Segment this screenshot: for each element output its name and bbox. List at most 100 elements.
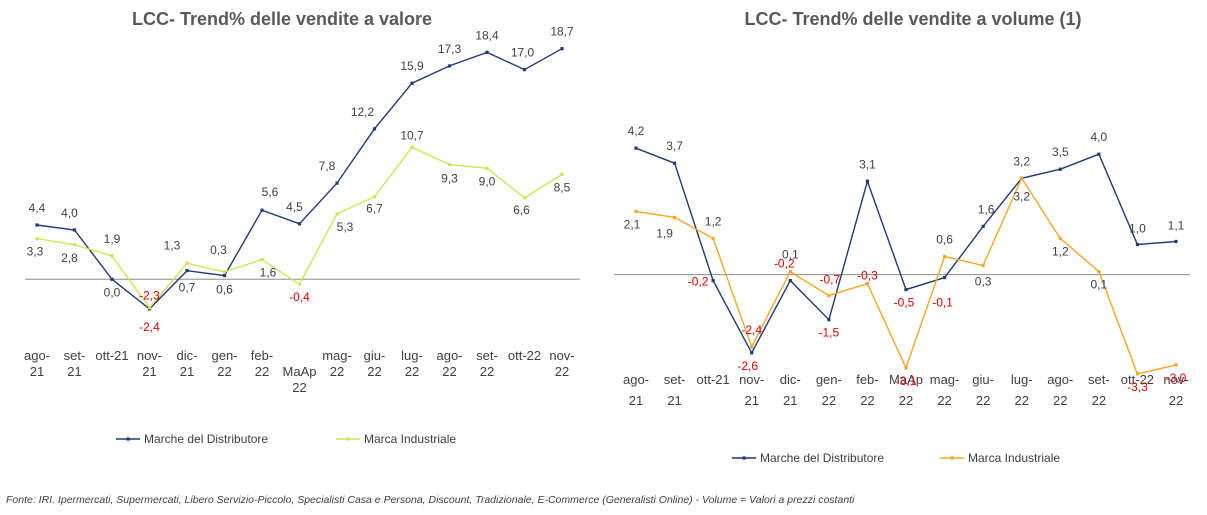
data-label: -2,3 [139,289,160,303]
x-tick-label: lug-22 [401,348,423,379]
data-label: 1,1 [1168,218,1185,232]
data-label: 3,1 [859,157,876,171]
x-tick-label: mag-22 [930,372,960,408]
data-point [110,254,114,258]
legend-marker [346,437,350,441]
data-label: 1,3 [164,238,181,252]
x-tick-label: ott-21 [95,348,128,363]
data-point [1058,236,1062,241]
source-footnote: Fonte: IRI. Ipermercati, Supermercati, L… [6,494,855,506]
data-point [372,195,377,199]
data-point [1174,239,1178,244]
data-label: 4,0 [61,206,78,220]
legend-marker [126,437,130,441]
data-label: 0,6 [216,283,233,297]
data-label: -3,0 [1166,371,1187,385]
x-tick-label: ago-22 [1047,372,1073,408]
data-point [942,254,947,259]
x-tick-label: nov-22 [549,348,574,379]
data-point [560,47,564,51]
x-tick-label: giu-22 [972,372,994,408]
data-label: 4,0 [1091,130,1108,144]
data-point [485,166,489,170]
data-point [672,161,677,165]
data-point [788,278,792,283]
data-point [904,366,908,370]
data-point [522,68,527,72]
data-label: 0,3 [975,275,992,289]
data-label: -0,2 [688,275,709,289]
x-tick-label: feb-22 [856,372,878,408]
data-label: 5,6 [262,185,279,199]
data-point [35,237,39,241]
data-point [222,274,227,278]
legend-label: Marche del Distributore [760,451,884,465]
data-label: -0,5 [894,296,915,310]
data-label: 2,1 [624,217,641,231]
data-label: 0,7 [179,281,196,295]
data-point [865,179,870,183]
data-label: 1,6 [978,202,995,216]
data-label: 3,7 [666,139,683,153]
x-tick-label: ott-22 [508,348,541,363]
data-label: 12,2 [351,105,375,119]
data-point [981,263,985,268]
data-point [297,282,302,286]
data-label: 8,5 [554,180,571,194]
data-point [297,222,302,226]
data-point [1058,167,1062,171]
data-point [260,257,264,262]
data-point [447,163,452,167]
data-point [72,243,77,247]
data-point [147,306,152,310]
data-point [410,81,414,85]
chart-volume: LCC- Trend% delle vendite a volume (1) ag… [614,9,1190,465]
x-tick-label: gen-22 [211,348,237,379]
data-point [1174,363,1178,367]
x-tick-label: ott-22 [1121,372,1154,387]
x-tick-label: nov-21 [137,348,162,379]
data-point [1020,176,1024,180]
data-point [260,208,264,212]
legend-marker [950,456,954,460]
data-point [72,228,77,232]
data-point [335,181,339,185]
data-label: 3,3 [27,245,44,259]
data-point [750,351,754,355]
data-label: -0,7 [820,273,841,287]
data-label: 0,0 [104,285,121,299]
x-tick-label: nov-21 [739,372,764,408]
x-tick-label: MaAp 22 [283,364,317,395]
data-label: 7,8 [319,159,336,173]
x-tick-label: feb-22 [251,348,273,379]
data-label: 3,5 [1052,145,1069,159]
data-label: 1,0 [1129,221,1146,235]
data-label: -2,4 [139,320,160,334]
data-label: 1,2 [1052,244,1069,258]
data-label: 10,7 [400,128,424,142]
data-point [1097,269,1101,274]
data-label: 18,4 [475,28,499,42]
x-tick-label: MaAp 22 [889,372,923,408]
data-label: 9,0 [479,174,496,188]
data-label: 5,3 [337,220,354,234]
x-tick-label: set-21 [64,348,86,379]
data-point [222,270,227,274]
data-point [485,50,489,54]
data-label: 0,6 [936,233,953,247]
series-line [635,176,1177,375]
x-tick-label: mag-22 [322,348,352,379]
data-point [185,269,189,273]
data-point [560,172,564,177]
data-label: 4,2 [628,124,645,138]
data-point [1135,372,1140,376]
data-label: 17,0 [511,46,535,60]
data-point [904,288,908,292]
chart-title: LCC- Trend% delle vendite a valore [132,9,432,29]
data-point [1097,152,1101,156]
x-tick-label: dic-21 [177,348,198,379]
data-point [711,278,715,283]
data-point [410,145,414,149]
x-tick-label: set-21 [664,372,686,408]
